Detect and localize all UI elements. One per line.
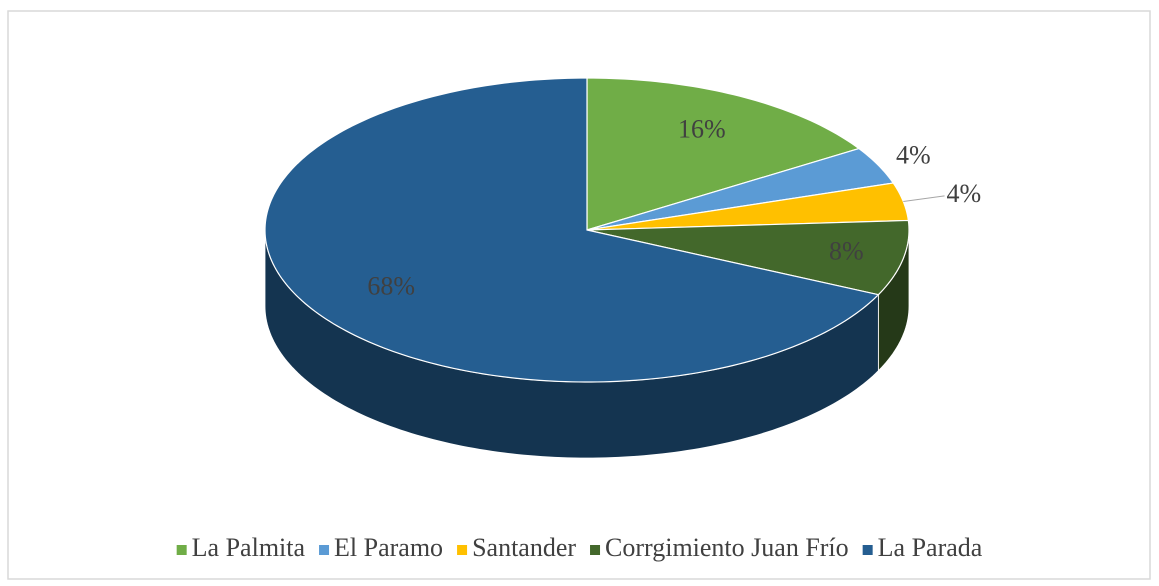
legend-swatch bbox=[176, 545, 187, 555]
legend-swatch bbox=[319, 545, 330, 555]
legend-swatch bbox=[590, 545, 601, 555]
slice bbox=[264, 77, 880, 383]
leader-line bbox=[903, 195, 945, 203]
data-label: 8% bbox=[829, 236, 864, 265]
data-label: 68% bbox=[367, 272, 415, 301]
slice bbox=[586, 182, 910, 231]
data-label: 4% bbox=[896, 140, 931, 169]
slice bbox=[586, 147, 895, 231]
legend-swatch bbox=[457, 545, 468, 555]
data-label: 16% bbox=[678, 114, 726, 143]
legend-swatch bbox=[862, 545, 873, 555]
data-label: 4% bbox=[947, 179, 982, 208]
legend: La Palmita El Paramo Santander Corrgimiento… bbox=[176, 533, 983, 562]
legend-label: La Palmita bbox=[192, 533, 306, 562]
slice bbox=[586, 77, 861, 231]
legend-label: Santander bbox=[472, 533, 576, 562]
legend-label: Corrgimiento Juan Frío bbox=[605, 533, 849, 562]
legend-label: El Paramo bbox=[334, 533, 443, 562]
legend-label: La Parada bbox=[878, 533, 983, 562]
slice bbox=[586, 219, 910, 296]
